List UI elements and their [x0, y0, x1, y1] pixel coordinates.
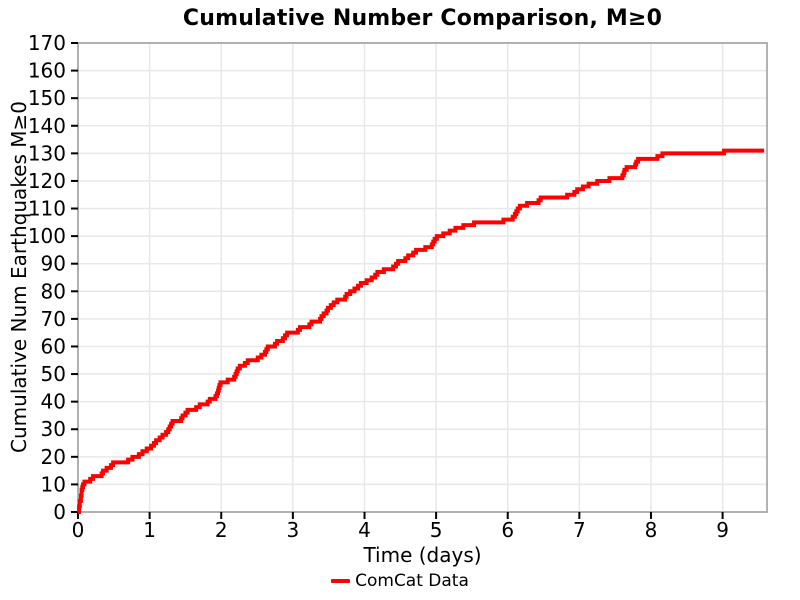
x-tick-label: 7 — [573, 518, 586, 542]
chart-title: Cumulative Number Comparison, M≥0 — [182, 6, 663, 31]
x-tick-label: 2 — [215, 518, 228, 542]
x-tick-label: 8 — [645, 518, 658, 542]
y-tick-label: 100 — [28, 224, 66, 248]
y-tick-label: 40 — [41, 390, 66, 414]
x-axis-label: Time (days) — [363, 543, 482, 567]
y-tick-label: 60 — [41, 334, 66, 358]
y-tick-label: 80 — [41, 279, 66, 303]
y-tick-label: 50 — [41, 362, 66, 386]
x-tick-label: 1 — [143, 518, 156, 542]
y-axis-label: Cumulative Num Earthquakes M≥0 — [7, 101, 31, 453]
legend: ComCat Data — [0, 570, 800, 592]
y-tick-label: 160 — [28, 59, 66, 83]
x-tick-label: 9 — [716, 518, 729, 542]
y-tick-label: 120 — [28, 169, 66, 193]
legend-entry-label: ComCat Data — [355, 571, 469, 591]
x-tick-label: 3 — [286, 518, 299, 542]
y-tick-label: 130 — [28, 141, 66, 165]
legend-line-marker — [331, 579, 351, 583]
y-tick-label: 10 — [41, 472, 66, 496]
x-tick-label: 5 — [430, 518, 443, 542]
y-tick-label: 70 — [41, 307, 66, 331]
y-tick-label: 110 — [28, 197, 66, 221]
y-tick-label: 150 — [28, 86, 66, 110]
y-tick-label: 170 — [28, 31, 66, 55]
comcat-data-line — [77, 148, 765, 514]
y-tick-label: 90 — [41, 252, 66, 276]
axes-spines — [77, 42, 768, 513]
x-tick-label: 0 — [72, 518, 85, 542]
y-tick-label: 20 — [41, 445, 66, 469]
x-tick-label: 6 — [501, 518, 514, 542]
x-tick-label: 4 — [358, 518, 371, 542]
y-tick-label: 140 — [28, 114, 66, 138]
y-tick-label: 0 — [53, 500, 66, 524]
y-tick-label: 30 — [41, 417, 66, 441]
